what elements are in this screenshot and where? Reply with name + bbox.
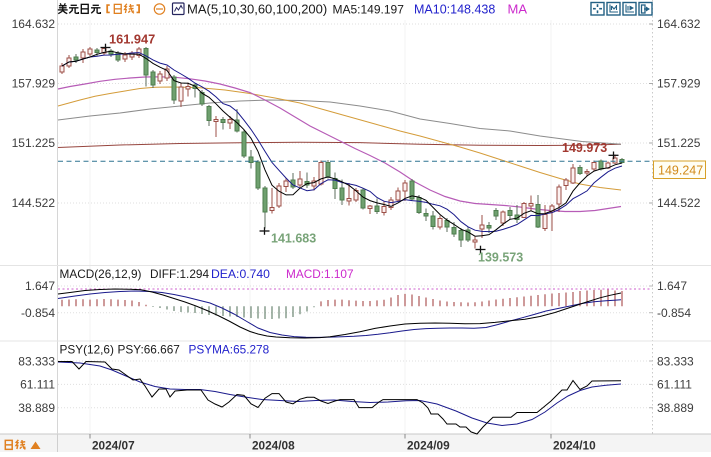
svg-text:144.522: 144.522 — [657, 196, 701, 210]
svg-text:MACD(26,12,9): MACD(26,12,9) — [60, 267, 142, 281]
svg-text:MA: MA — [508, 2, 528, 17]
svg-text:MA10:148.438: MA10:148.438 — [414, 3, 495, 17]
svg-text:157.929: 157.929 — [657, 77, 701, 91]
svg-text:1.647: 1.647 — [657, 279, 687, 293]
svg-text:MA(5,10,30,60,100,200): MA(5,10,30,60,100,200) — [187, 2, 327, 17]
svg-text:MACD:1.107: MACD:1.107 — [286, 267, 354, 281]
svg-text:61.111: 61.111 — [20, 378, 55, 392]
svg-text:-0.854: -0.854 — [21, 306, 55, 320]
svg-text:38.889: 38.889 — [18, 401, 55, 415]
svg-text:83.333: 83.333 — [657, 354, 694, 368]
svg-text:38.889: 38.889 — [657, 401, 694, 415]
svg-text:MA5:149.197: MA5:149.197 — [333, 3, 405, 17]
svg-text:DIFF:1.294: DIFF:1.294 — [150, 267, 209, 281]
svg-text:149.247: 149.247 — [658, 163, 703, 177]
svg-text:151.225: 151.225 — [12, 136, 56, 150]
svg-text:161.947: 161.947 — [109, 32, 155, 47]
svg-text:164.632: 164.632 — [657, 17, 701, 31]
svg-text:83.333: 83.333 — [18, 354, 55, 368]
svg-text:PSY(12,6): PSY(12,6) — [60, 343, 114, 357]
svg-text:DEA:0.740: DEA:0.740 — [211, 267, 270, 281]
svg-text:149.973: 149.973 — [562, 141, 607, 155]
svg-text:PSY:66.667: PSY:66.667 — [118, 343, 180, 357]
svg-text:1.647: 1.647 — [25, 279, 55, 293]
svg-text:139.573: 139.573 — [478, 251, 523, 265]
svg-text:2024/10: 2024/10 — [553, 439, 596, 453]
svg-text:144.522: 144.522 — [12, 196, 56, 210]
svg-text:2024/08: 2024/08 — [252, 439, 295, 453]
svg-text:164.632: 164.632 — [12, 17, 56, 31]
svg-text:141.683: 141.683 — [271, 232, 316, 246]
svg-text:151.225: 151.225 — [657, 136, 701, 150]
svg-text:PSYMA:65.278: PSYMA:65.278 — [189, 343, 270, 357]
svg-text:-0.854: -0.854 — [657, 306, 691, 320]
svg-text:2024/09: 2024/09 — [407, 439, 450, 453]
svg-text:2024/07: 2024/07 — [92, 439, 135, 453]
svg-text:61.111: 61.111 — [657, 378, 692, 392]
svg-text:157.929: 157.929 — [12, 77, 56, 91]
